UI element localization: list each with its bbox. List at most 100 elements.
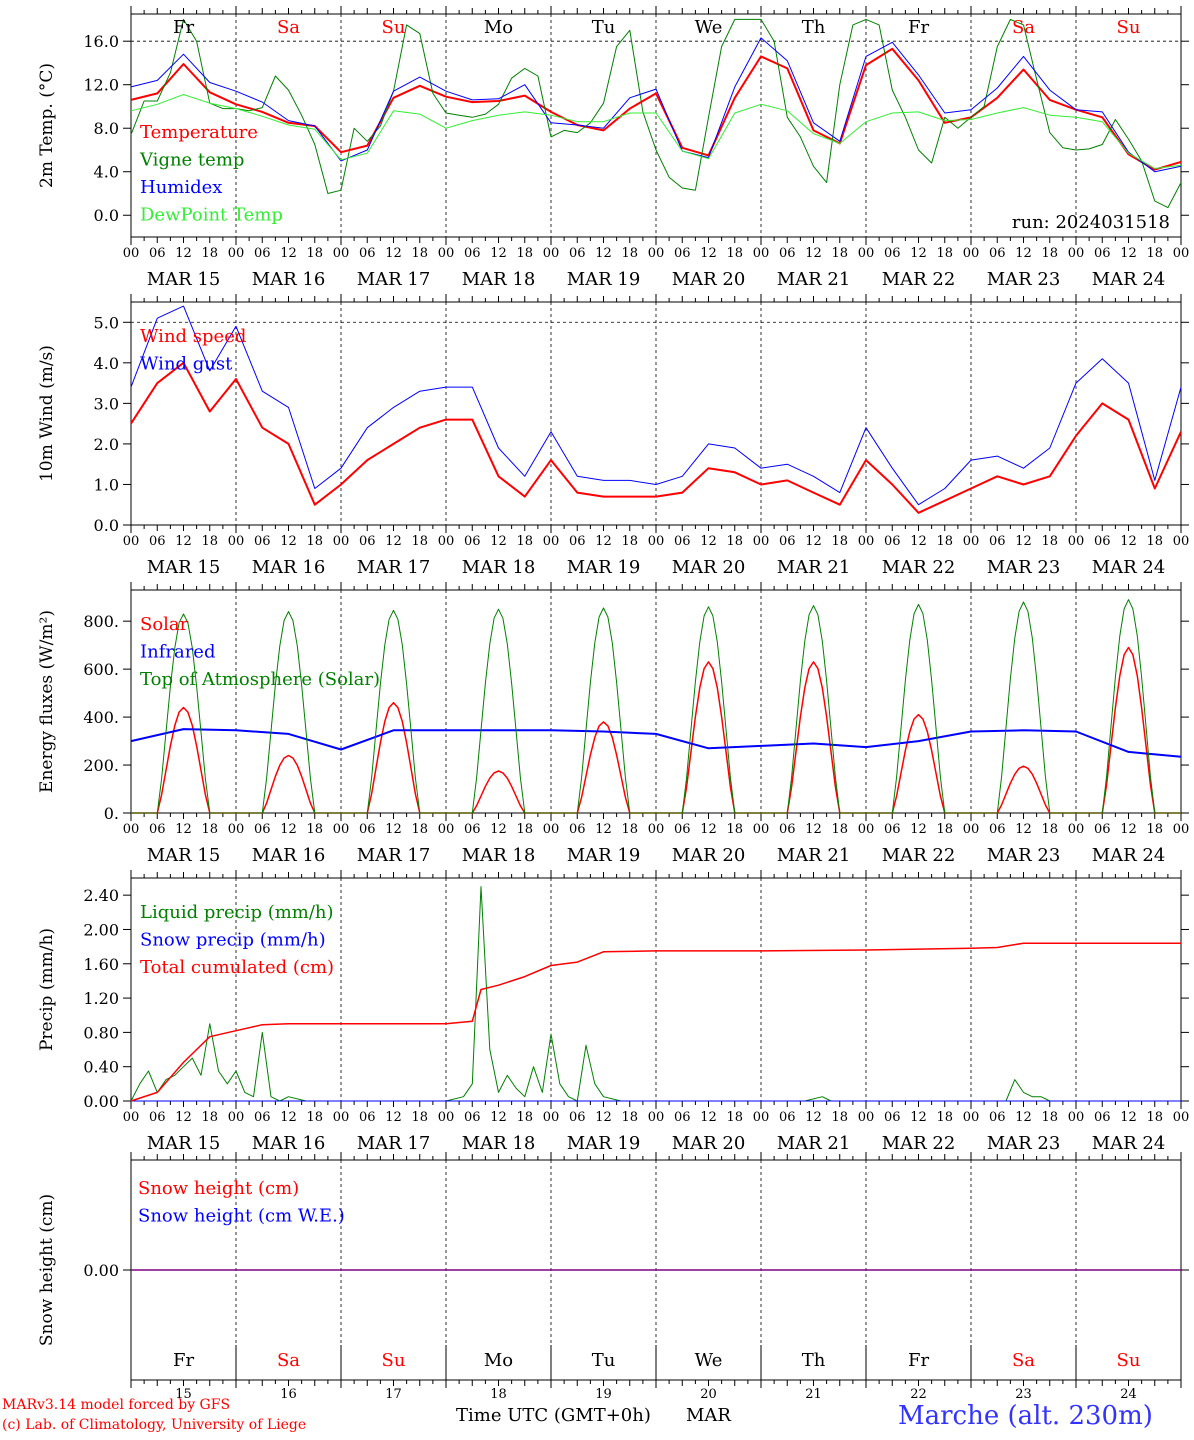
weekday-label-bottom: Mo bbox=[484, 1350, 513, 1371]
x-date-label: MAR 23 bbox=[987, 845, 1061, 866]
x-hour-label: 18 bbox=[201, 534, 218, 549]
legend-entry: Snow height (cm) bbox=[138, 1178, 299, 1199]
x-hour-label: 00 bbox=[753, 534, 770, 549]
x-hour-label: 00 bbox=[123, 246, 140, 261]
x-hour-label: 06 bbox=[674, 822, 691, 837]
panel-frame bbox=[130, 589, 1182, 814]
x-hour-label: 00 bbox=[858, 534, 875, 549]
x-axis-month: MAR bbox=[686, 1405, 731, 1426]
x-hour-label: 18 bbox=[516, 246, 533, 261]
y-tick-label: 1.60 bbox=[83, 955, 119, 974]
x-hour-label: 18 bbox=[516, 1110, 533, 1125]
x-hour-label: 00 bbox=[1173, 534, 1190, 549]
x-hour-label: 12 bbox=[385, 1110, 402, 1125]
panel-2 bbox=[123, 294, 1189, 533]
series-line bbox=[130, 94, 1182, 169]
legend-entry: Liquid precip (mm/h) bbox=[140, 902, 334, 923]
day-number-label: 24 bbox=[1120, 1387, 1137, 1402]
legend-entry: Total cumulated (cm) bbox=[140, 957, 334, 978]
weekday-label-top: Sa bbox=[277, 17, 300, 38]
x-date-label: MAR 22 bbox=[882, 269, 956, 290]
x-hour-label: 00 bbox=[543, 1110, 560, 1125]
x-hour-label: 18 bbox=[1146, 1110, 1163, 1125]
x-hour-label: 06 bbox=[359, 822, 376, 837]
x-hour-label: 12 bbox=[1120, 246, 1137, 261]
x-hour-label: 00 bbox=[1068, 1110, 1085, 1125]
x-date-label: MAR 19 bbox=[567, 557, 641, 578]
series-line bbox=[130, 18, 1182, 209]
x-hour-label: 06 bbox=[674, 1110, 691, 1125]
x-date-label: MAR 20 bbox=[672, 1133, 746, 1154]
x-hour-label: 06 bbox=[884, 1110, 901, 1125]
x-date-label: MAR 19 bbox=[567, 269, 641, 290]
x-hour-label: 00 bbox=[543, 246, 560, 261]
x-hour-label: 12 bbox=[700, 822, 717, 837]
x-hour-label: 00 bbox=[438, 822, 455, 837]
x-hour-label: 00 bbox=[963, 246, 980, 261]
weekday-label-bottom: Sa bbox=[277, 1350, 300, 1371]
x-hour-label: 12 bbox=[280, 1110, 297, 1125]
x-hour-label: 06 bbox=[989, 534, 1006, 549]
x-date-label: MAR 19 bbox=[567, 1133, 641, 1154]
x-hour-label: 18 bbox=[621, 534, 638, 549]
x-hour-label: 12 bbox=[175, 534, 192, 549]
legend-entry: Infrared bbox=[140, 642, 215, 663]
x-hour-label: 00 bbox=[1068, 534, 1085, 549]
x-date-label: MAR 18 bbox=[462, 557, 536, 578]
x-axis-title: Time UTC (GMT+0h) bbox=[456, 1405, 651, 1426]
x-hour-label: 18 bbox=[936, 246, 953, 261]
x-hour-label: 06 bbox=[254, 246, 271, 261]
x-date-label: MAR 18 bbox=[462, 269, 536, 290]
x-date-label: MAR 24 bbox=[1092, 557, 1166, 578]
y-tick-label: 0.80 bbox=[83, 1023, 119, 1042]
x-hour-label: 18 bbox=[306, 822, 323, 837]
day-number-label: 22 bbox=[910, 1387, 927, 1402]
x-hour-label: 12 bbox=[700, 246, 717, 261]
x-hour-label: 12 bbox=[910, 246, 927, 261]
x-hour-label: 06 bbox=[779, 534, 796, 549]
y-tick-label: 4.0 bbox=[94, 354, 119, 373]
y-tick-label: 0.0 bbox=[94, 206, 119, 225]
x-hour-label: 18 bbox=[726, 246, 743, 261]
x-hour-label: 00 bbox=[123, 534, 140, 549]
x-hour-label: 06 bbox=[989, 822, 1006, 837]
y-tick-label: 0.00 bbox=[83, 1261, 119, 1280]
x-hour-label: 12 bbox=[910, 822, 927, 837]
series-line bbox=[130, 47, 1182, 171]
x-hour-label: 06 bbox=[149, 534, 166, 549]
x-hour-label: 06 bbox=[254, 534, 271, 549]
y-tick-label: 0.00 bbox=[83, 1092, 119, 1111]
x-hour-label: 12 bbox=[805, 1110, 822, 1125]
y-axis-label: Precip (mm/h) bbox=[37, 928, 57, 1051]
x-hour-label: 18 bbox=[621, 822, 638, 837]
x-date-label: MAR 15 bbox=[147, 1133, 221, 1154]
x-hour-label: 06 bbox=[464, 246, 481, 261]
x-hour-label: 06 bbox=[1094, 246, 1111, 261]
y-tick-label: 2.00 bbox=[83, 920, 119, 939]
y-tick-label: 12.0 bbox=[83, 76, 119, 95]
x-hour-label: 18 bbox=[1041, 1110, 1058, 1125]
x-date-label: MAR 21 bbox=[777, 1133, 851, 1154]
x-date-label: MAR 15 bbox=[147, 845, 221, 866]
x-hour-label: 12 bbox=[700, 1110, 717, 1125]
x-hour-label: 00 bbox=[753, 246, 770, 261]
x-date-label: MAR 17 bbox=[357, 845, 431, 866]
weekday-label-top: Su bbox=[1117, 17, 1141, 38]
x-date-label: MAR 15 bbox=[147, 557, 221, 578]
series-line bbox=[130, 361, 1182, 514]
x-hour-label: 00 bbox=[543, 822, 560, 837]
panel-1 bbox=[123, 6, 1189, 245]
legend-entry: Temperature bbox=[140, 122, 258, 143]
x-date-label: MAR 22 bbox=[882, 1133, 956, 1154]
y-axis-label: Snow height (cm) bbox=[37, 1194, 57, 1346]
station-title: Marche (alt. 230m) bbox=[898, 1401, 1153, 1431]
x-hour-label: 06 bbox=[359, 1110, 376, 1125]
x-hour-label: 00 bbox=[963, 822, 980, 837]
x-hour-label: 18 bbox=[411, 822, 428, 837]
x-date-label: MAR 22 bbox=[882, 557, 956, 578]
weekday-label-bottom: Fr bbox=[908, 1350, 929, 1371]
y-axis-label: 10m Wind (m/s) bbox=[37, 345, 57, 482]
y-tick-label: 4.0 bbox=[94, 163, 119, 182]
x-hour-label: 00 bbox=[858, 1110, 875, 1125]
